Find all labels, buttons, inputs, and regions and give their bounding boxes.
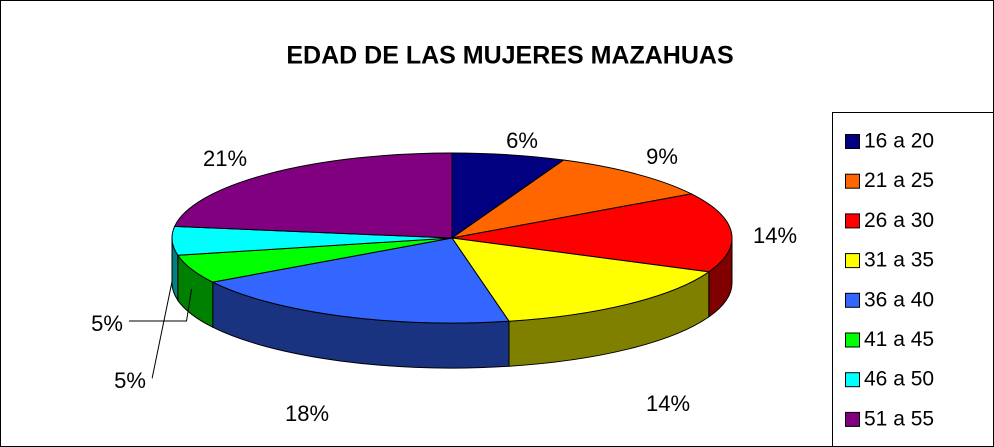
data-label: 14% <box>646 391 690 416</box>
legend-label: 41 a 45 <box>864 328 934 351</box>
pie-slice <box>451 193 733 273</box>
legend-swatch <box>845 134 860 149</box>
legend-swatch <box>845 253 860 269</box>
legend-swatch <box>845 372 860 388</box>
pie-slice <box>450 237 711 322</box>
legend-swatch <box>845 292 860 308</box>
pie-slice <box>211 237 510 324</box>
pie-slice <box>173 152 453 239</box>
leader-line <box>151 280 173 379</box>
legend-label: 21 a 25 <box>864 169 934 192</box>
legend-swatch <box>845 213 860 229</box>
leader-line <box>129 289 193 322</box>
legend-swatch <box>845 173 860 189</box>
data-label: 18% <box>285 401 329 426</box>
data-label: 9% <box>646 144 678 169</box>
legend-swatch <box>845 411 860 427</box>
data-label: 5% <box>114 368 146 393</box>
legend-label: 31 a 35 <box>864 249 934 272</box>
data-label: 5% <box>91 311 123 336</box>
legend-label: 46 a 50 <box>864 368 934 391</box>
pie-slice <box>451 152 565 239</box>
legend-swatch <box>845 332 860 348</box>
legend-label: 36 a 40 <box>864 288 934 311</box>
pie-slice <box>451 159 693 239</box>
data-label: 6% <box>506 128 538 153</box>
legend-label: 51 a 55 <box>864 407 934 430</box>
chart-title: EDAD DE LAS MUJERES MAZAHUAS <box>286 42 733 70</box>
legend-label: 16 a 20 <box>864 130 934 153</box>
data-label: 21% <box>203 146 247 171</box>
data-label: 14% <box>753 223 797 248</box>
legend-label: 26 a 30 <box>864 209 934 232</box>
legend-box <box>832 112 994 447</box>
